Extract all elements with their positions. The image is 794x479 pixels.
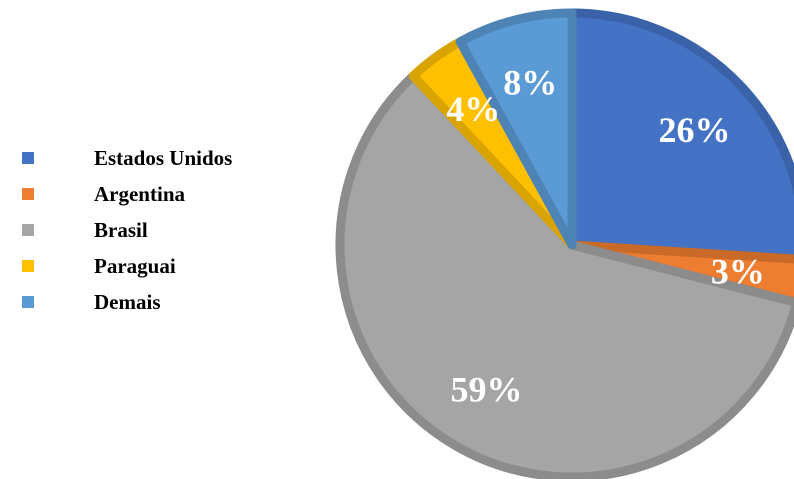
data-label-argentina: 3% xyxy=(711,251,765,291)
legend-item-brasil: Brasil xyxy=(22,212,232,248)
chart-legend: Estados Unidos Argentina Brasil Paraguai Dem… xyxy=(22,140,232,320)
legend-item-paraguai: Paraguai xyxy=(22,248,232,284)
pie-data-labels: 26% 3% 59% 4%8% xyxy=(446,62,765,409)
legend-label: Brasil xyxy=(94,217,148,242)
data-label-brasil: 59% xyxy=(451,370,523,410)
legend-item-argentina: Argentina xyxy=(22,176,232,212)
data-label-paraguai: 4% xyxy=(446,89,500,129)
legend-label: Argentina xyxy=(94,181,185,206)
legend-swatch xyxy=(22,152,34,164)
legend-item-estados-unidos: Estados Unidos xyxy=(22,140,232,176)
legend-label: Demais xyxy=(94,289,161,314)
legend-swatch xyxy=(22,224,34,236)
legend-swatch xyxy=(22,296,34,308)
legend-label: Paraguai xyxy=(94,253,176,278)
pie-slice-brasil xyxy=(335,71,794,479)
pie-slices xyxy=(335,8,794,479)
legend-swatch xyxy=(22,260,34,272)
legend-item-demais: Demais xyxy=(22,284,232,320)
legend-label: Estados Unidos xyxy=(94,145,233,170)
data-label-estados-unidos: 26% xyxy=(659,110,731,150)
legend-swatch xyxy=(22,188,34,200)
pie-slice-estados-unidos xyxy=(567,8,794,264)
data-label-demais: 8% xyxy=(503,62,557,102)
pie-slice-demais xyxy=(455,8,577,250)
